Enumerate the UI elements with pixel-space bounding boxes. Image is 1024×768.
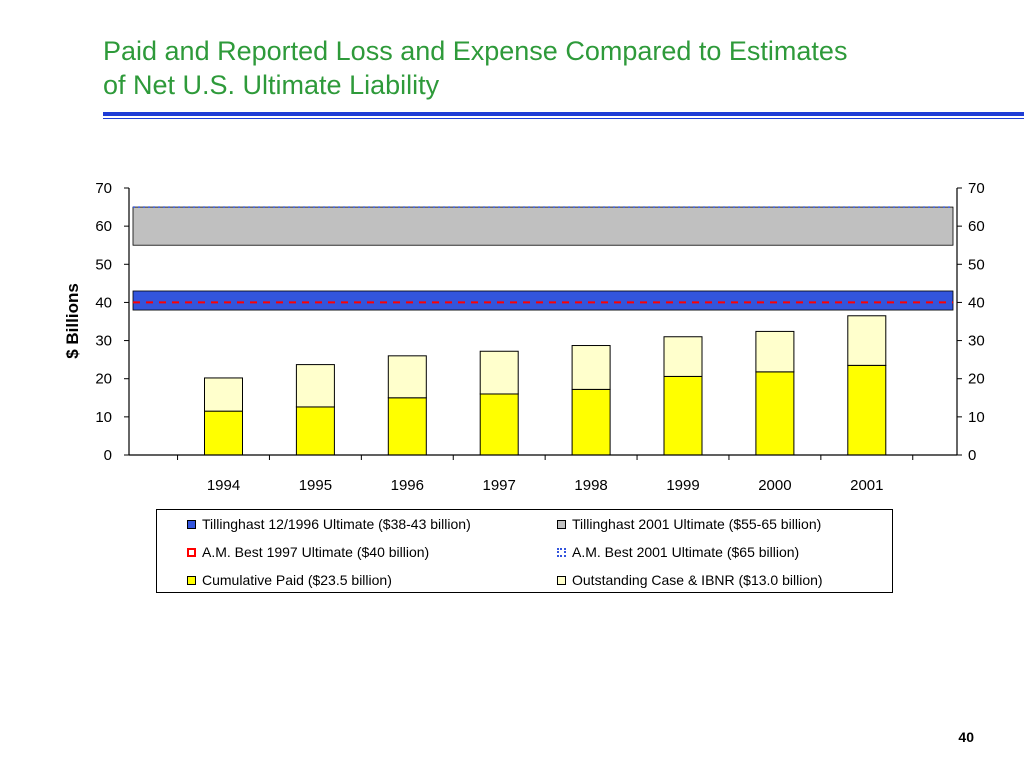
- bar-1997-series-1: [479, 350, 519, 395]
- slide-title: Paid and Reported Loss and Expense Compa…: [103, 34, 993, 102]
- legend-label: A.M. Best 2001 Ultimate ($65 billion): [572, 544, 800, 560]
- bar-1994-series-0: [204, 410, 243, 456]
- title-line-2: of Net U.S. Ultimate Liability: [103, 70, 440, 100]
- x-tick-label: 2001: [850, 477, 883, 494]
- bar-1994-series-1: [204, 377, 243, 412]
- x-tick-label: 1997: [483, 477, 516, 494]
- legend: Tillinghast 12/1996 Ultimate ($38-43 bil…: [156, 509, 893, 593]
- y-tick-label-left: 60: [95, 218, 112, 235]
- legend-swatch: [557, 575, 566, 585]
- legend-item: A.M. Best 1997 Ultimate ($40 billion): [187, 543, 429, 561]
- page-number: 40: [958, 729, 974, 745]
- y-tick-label-right: 0: [968, 447, 976, 464]
- x-tick-label: 1998: [574, 477, 607, 494]
- y-tick-label-left: 10: [95, 409, 112, 426]
- bar-1995-series-0: [295, 406, 335, 456]
- bar-1998-series-0: [571, 388, 611, 456]
- y-tick-label-right: 50: [968, 256, 985, 273]
- bands-layer: [132, 206, 954, 311]
- y-tick-label-right: 60: [968, 218, 985, 235]
- title-rule-thick: [103, 112, 1024, 116]
- legend-label: Tillinghast 12/1996 Ultimate ($38-43 bil…: [202, 516, 471, 532]
- legend-item: Tillinghast 12/1996 Ultimate ($38-43 bil…: [187, 515, 471, 533]
- legend-label: A.M. Best 1997 Ultimate ($40 billion): [202, 544, 430, 560]
- bars-layer: [204, 315, 887, 456]
- bar-2000-series-0: [755, 371, 795, 456]
- y-tick-label-right: 30: [968, 333, 985, 350]
- title-rule-thin: [103, 118, 1024, 119]
- y-tick-label-left: 0: [104, 447, 112, 464]
- bar-2000-series-1: [755, 330, 795, 373]
- bar-1998-series-1: [571, 345, 611, 390]
- title-line-1: Paid and Reported Loss and Expense Compa…: [103, 36, 848, 66]
- axes-layer: 1994 1995 1996 1997 1998 1999 2000 2001 0 0 10 10 20…: [95, 180, 984, 494]
- legend-item: A.M. Best 2001 Ultimate ($65 billion): [557, 543, 799, 561]
- bar-1996-series-0: [387, 397, 427, 456]
- bar-1996-series-1: [387, 355, 427, 399]
- y-tick-label-left: 30: [95, 333, 112, 350]
- bar-2001-series-1: [847, 315, 887, 366]
- legend-label: Outstanding Case & IBNR ($13.0 billion): [572, 572, 823, 588]
- bar-1995-series-1: [295, 364, 335, 408]
- x-tick-label: 1999: [666, 477, 699, 494]
- x-tick-label: 1996: [391, 477, 424, 494]
- legend-swatch: [187, 519, 196, 529]
- y-tick-label-left: 70: [95, 180, 112, 197]
- bar-2001-series-0: [847, 364, 887, 456]
- y-tick-label-right: 40: [968, 294, 985, 311]
- legend-swatch: [557, 547, 566, 557]
- legend-swatch: [187, 547, 196, 557]
- y-tick-label-left: 20: [95, 371, 112, 388]
- legend-item: Outstanding Case & IBNR ($13.0 billion): [557, 571, 823, 589]
- bar-1999-series-0: [663, 375, 703, 456]
- reference-lines-layer: [133, 206, 953, 304]
- legend-swatch: [187, 575, 196, 585]
- y-tick-label-right: 20: [968, 371, 985, 388]
- x-tick-label: 1994: [207, 477, 240, 494]
- band-1: [132, 206, 954, 246]
- x-tick-label: 2000: [758, 477, 791, 494]
- legend-item: Cumulative Paid ($23.5 billion): [187, 571, 392, 589]
- y-tick-label-right: 70: [968, 180, 985, 197]
- legend-swatch: [557, 519, 566, 529]
- y-axis-label: $ Billions: [63, 283, 82, 359]
- x-tick-label: 1995: [299, 477, 332, 494]
- legend-label: Tillinghast 2001 Ultimate ($55-65 billio…: [572, 516, 822, 532]
- legend-label: Cumulative Paid ($23.5 billion): [202, 572, 392, 588]
- legend-item: Tillinghast 2001 Ultimate ($55-65 billio…: [557, 515, 821, 533]
- y-tick-label-right: 10: [968, 409, 985, 426]
- bar-1999-series-1: [663, 336, 703, 377]
- band-0: [132, 290, 954, 311]
- y-tick-label-left: 40: [95, 294, 112, 311]
- y-tick-label-left: 50: [95, 256, 112, 273]
- bar-1997-series-0: [479, 393, 519, 456]
